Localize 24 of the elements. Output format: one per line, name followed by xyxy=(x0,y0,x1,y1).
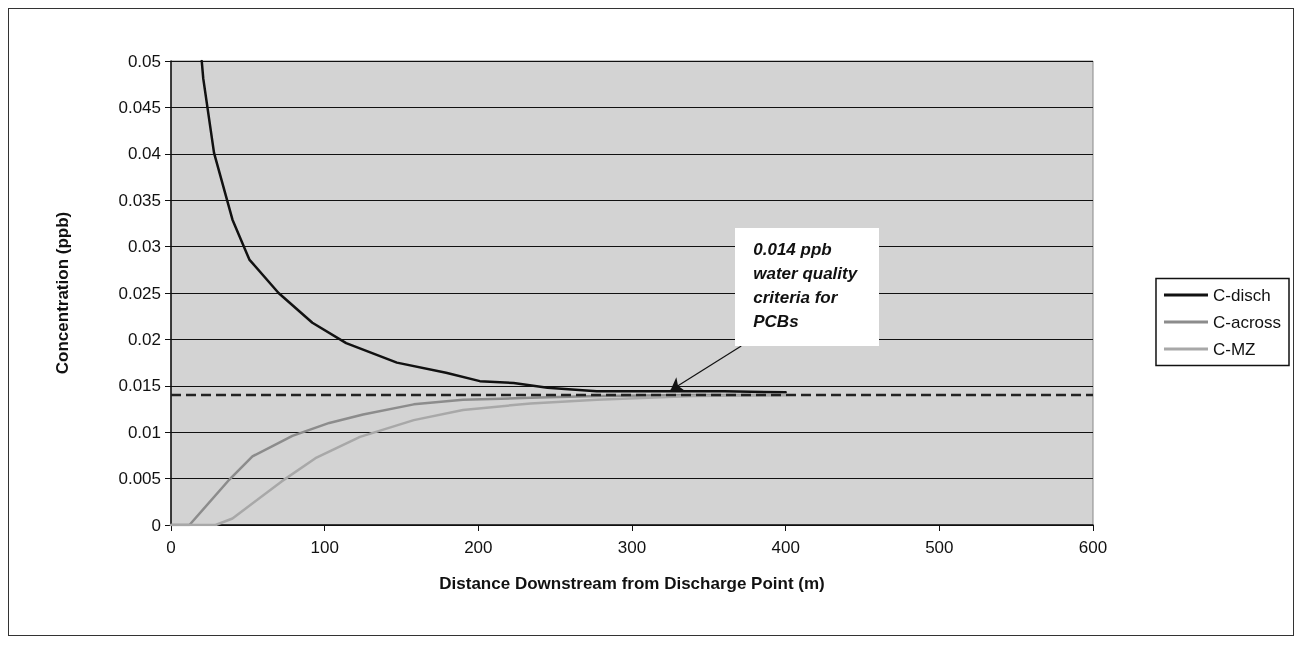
x-tick-label: 200 xyxy=(464,538,493,557)
y-tick-label: 0 xyxy=(151,515,161,535)
y-tick-label: 0.035 xyxy=(118,190,161,210)
y-tick-label: 0.04 xyxy=(127,144,161,164)
y-tick-label: 0.03 xyxy=(127,237,161,257)
x-tick-label: 500 xyxy=(925,538,954,557)
x-tick-label: 0 xyxy=(166,538,176,557)
x-tick-label: 100 xyxy=(310,538,339,557)
y-axis-title: Concentration (ppb) xyxy=(53,211,72,375)
y-tick-label: 0.025 xyxy=(118,283,161,303)
y-tick-label: 0.005 xyxy=(118,469,161,489)
y-tick-label: 0.02 xyxy=(127,329,161,349)
y-tick-label: 0.05 xyxy=(127,51,161,71)
y-tick-label: 0.045 xyxy=(118,97,161,117)
y-tick-label: 0.01 xyxy=(127,422,161,442)
legend-label: C-across xyxy=(1212,312,1282,332)
x-tick-label: 600 xyxy=(1078,538,1108,557)
x-axis-title: Distance Downstream from Discharge Point (m) xyxy=(439,574,825,593)
legend-label: C-MZ xyxy=(1212,339,1256,359)
x-tick-label: 400 xyxy=(771,538,800,557)
legend-label: C-disch xyxy=(1212,285,1271,305)
y-tick-label: 0.015 xyxy=(118,376,161,396)
x-tick-label: 300 xyxy=(617,538,647,557)
annotation: 0.014 ppb water quality criteria for PCBs xyxy=(735,228,880,347)
